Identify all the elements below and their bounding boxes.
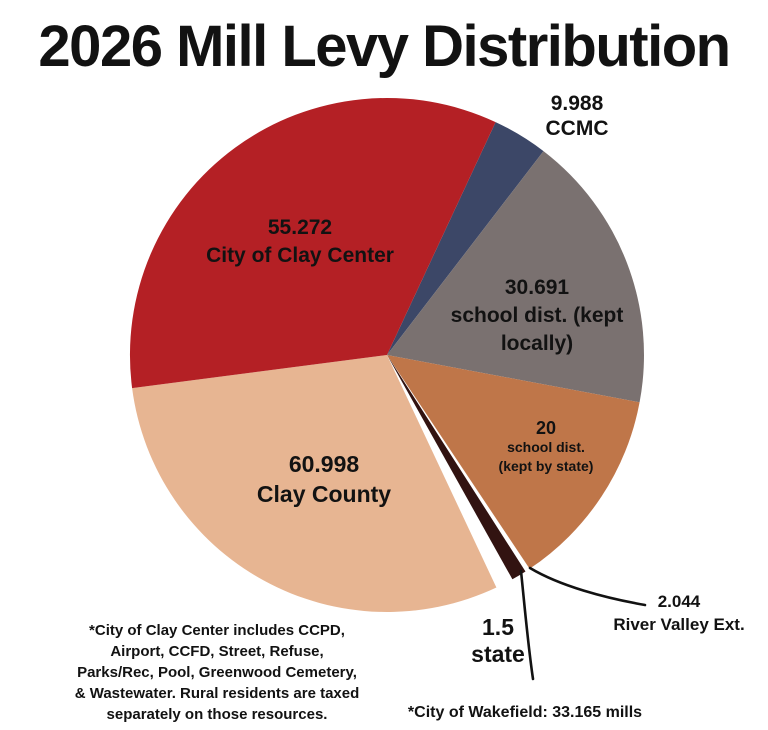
footnote-clay-center-line-2: Airport, CCFD, Street, Refuse, xyxy=(110,643,324,660)
footnote-wakefield: *City of Wakefield: 33.165 mills xyxy=(407,704,643,721)
pie-slice-state xyxy=(387,355,509,586)
label-ccmc-value: 9.988 xyxy=(550,92,604,115)
pie-slice-ccmc xyxy=(387,122,544,355)
label-river-valley-ext: 2.044 River Valley Ext. xyxy=(613,590,744,636)
footnote-clay-center: *City of Clay Center includes CCPD, Airp… xyxy=(75,620,360,725)
label-clay-county: 60.998 Clay County xyxy=(257,449,391,509)
pie-slice-city-of-clay-center xyxy=(129,98,496,389)
pie-slice-school-dist-kept-by-state xyxy=(387,355,640,569)
label-school-dist-kept-by-state-name-2: (kept by state) xyxy=(498,458,594,474)
label-city-of-clay-center-value: 55.272 xyxy=(267,216,333,239)
pie-slice-clay-county xyxy=(132,355,497,612)
label-school-dist-kept-locally: 30.691 school dist. (kept locally) xyxy=(451,274,624,358)
label-ccmc: 9.988 CCMC xyxy=(546,91,609,141)
pie-slices xyxy=(129,98,644,612)
label-river-valley-ext-name: River Valley Ext. xyxy=(613,615,745,634)
label-school-dist-kept-locally-value: 30.691 xyxy=(504,276,570,299)
page-title: 2026 Mill Levy Distribution xyxy=(38,14,731,79)
state-leader-line xyxy=(519,569,535,681)
label-school-dist-kept-locally-name-1: school dist. (kept xyxy=(450,304,624,327)
footnote-clay-center-line-5: separately on those resources. xyxy=(106,706,328,723)
pie-slice-school-dist-kept-locally xyxy=(387,151,644,403)
label-clay-county-value: 60.998 xyxy=(288,451,360,477)
footnote-clay-center-line-1: *City of Clay Center includes CCPD, xyxy=(89,622,345,639)
pie-slice-river-valley-ext xyxy=(387,355,526,580)
label-state-value: 1.5 xyxy=(482,614,514,640)
label-school-dist-kept-by-state-value: 20 xyxy=(535,418,557,438)
label-school-dist-kept-by-state-name-1: school dist. xyxy=(507,439,585,455)
label-city-of-clay-center: 55.272 City of Clay Center xyxy=(206,214,394,270)
label-school-dist-kept-by-state: 20 school dist. (kept by state) xyxy=(499,419,594,476)
label-city-of-clay-center-name: City of Clay Center xyxy=(206,244,394,267)
label-clay-county-name: Clay County xyxy=(256,481,392,507)
label-river-valley-ext-value: 2.044 xyxy=(657,592,701,611)
label-state-name: state xyxy=(471,641,525,667)
footnote-clay-center-line-4: & Wastewater. Rural residents are taxed xyxy=(74,685,360,702)
label-state: 1.5 state xyxy=(471,614,525,668)
label-ccmc-name: CCMC xyxy=(545,117,609,140)
footnote-clay-center-line-3: Parks/Rec, Pool, Greenwood Cemetery, xyxy=(77,664,357,681)
label-school-dist-kept-locally-name-2: locally) xyxy=(500,332,574,355)
river-valley-leader-line xyxy=(528,566,647,607)
